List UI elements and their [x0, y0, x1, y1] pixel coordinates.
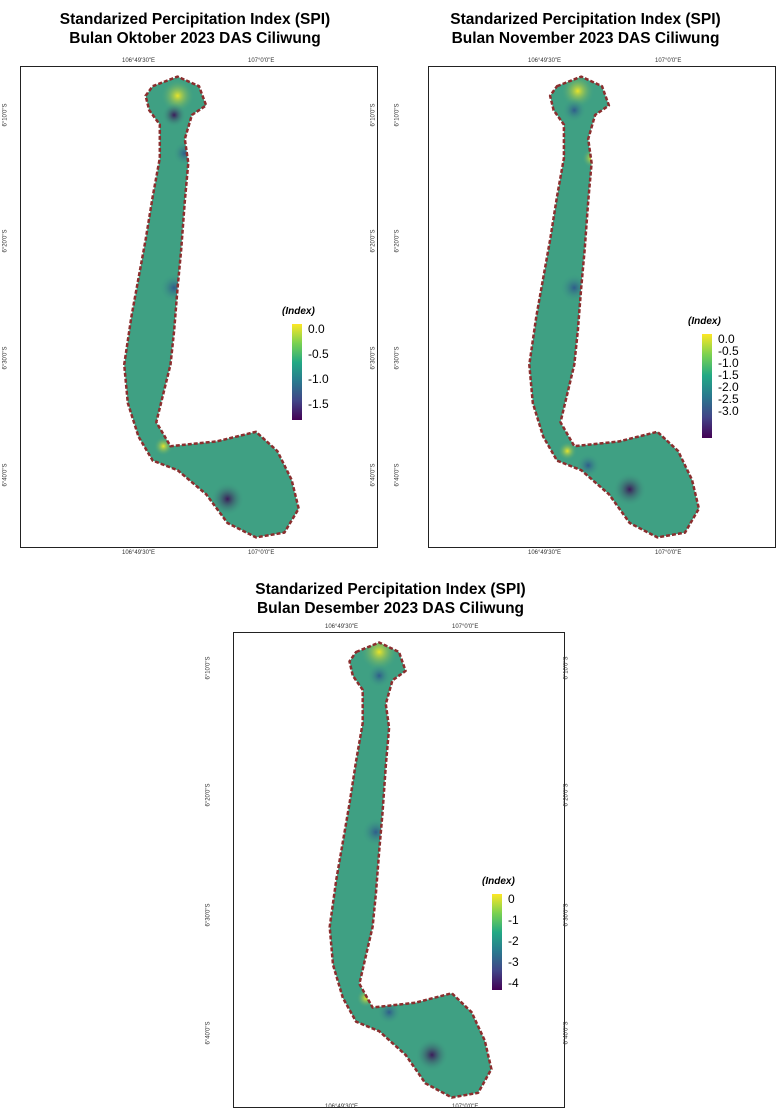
lat-tick-left: 6°10'0"S	[205, 656, 212, 680]
lat-tick-left: 6°20'0"S	[394, 229, 401, 253]
legend-label: 0.0	[718, 332, 735, 346]
lat-tick-left: 6°40'0"S	[2, 463, 9, 487]
map-title-line2: Bulan Oktober 2023 DAS Ciliwung	[69, 30, 321, 47]
lat-tick-left: 6°30'0"S	[205, 903, 212, 927]
spi-anomaly-spot	[360, 642, 399, 671]
lon-tick-bottom: 106°49'30"E	[528, 550, 562, 556]
lat-tick-left: 6°30'0"S	[2, 346, 9, 370]
legend-label: 0	[508, 892, 515, 906]
legend-label: -1.5	[718, 368, 739, 382]
map-title-line1: Standarized Percipitation Index (SPI)	[450, 11, 721, 28]
spi-anomaly-spot	[576, 453, 601, 478]
legend-label: -3.0	[718, 404, 739, 418]
legend-label: -1.0	[718, 356, 739, 370]
lon-tick-bottom: 106°49'30"E	[122, 550, 156, 556]
map-title-line1: Standarized Percipitation Index (SPI)	[255, 581, 526, 598]
legend-title: (Index)	[688, 316, 721, 327]
spi-anomaly-spot	[159, 273, 189, 303]
basin-boundary	[122, 75, 300, 539]
lat-tick-right: 6°30'0"S	[370, 346, 377, 370]
map-panel-oktober: Standarized Percipitation Index (SPI) Bu…	[0, 0, 390, 556]
legend-colorbar	[292, 324, 302, 420]
spi-anomaly-spot	[562, 98, 587, 123]
map-title-line2: Bulan Desember 2023 DAS Ciliwung	[256, 600, 525, 617]
basin-area	[124, 76, 299, 538]
lon-tick-bottom: 107°0'0"E	[655, 550, 682, 556]
lat-tick-left: 6°10'0"S	[2, 103, 9, 127]
lon-tick-top: 107°0'0"E	[452, 624, 479, 630]
map-title: Standarized Percipitation Index (SPI) Bu…	[195, 580, 586, 618]
spi-anomaly-spot	[361, 817, 391, 847]
basin-map	[528, 75, 701, 539]
lat-tick-right: 6°40'0"S	[563, 1021, 570, 1045]
map-panel-november: Standarized Percipitation Index (SPI) Bu…	[390, 0, 781, 556]
lat-tick-right: 6°40'0"S	[370, 463, 377, 487]
lon-tick-bottom: 107°0'0"E	[452, 1104, 479, 1110]
basin-map	[122, 75, 300, 539]
lon-tick-top: 107°0'0"E	[655, 58, 682, 64]
basin-boundary	[528, 75, 701, 539]
legend-label: -2.0	[718, 380, 739, 394]
legend-title: (Index)	[482, 876, 515, 887]
legend-label: -2	[508, 934, 519, 948]
lat-tick-left: 6°40'0"S	[205, 1021, 212, 1045]
legend-label: -1.5	[308, 397, 329, 411]
spi-anomaly-spot	[172, 141, 197, 166]
legend-label: -1	[508, 913, 519, 927]
color-legend: (Index) 0.0 -0.5 -1.0 -1.5 -2.0 -2.5 -3.…	[688, 316, 768, 446]
lat-tick-left: 6°30'0"S	[394, 346, 401, 370]
color-legend: (Index) 0.0 -0.5 -1.0 -1.5	[282, 306, 352, 426]
lon-tick-bottom: 106°49'30"E	[325, 1104, 359, 1110]
spi-anomaly-spot	[557, 441, 577, 461]
legend-label: -2.5	[718, 392, 739, 406]
basin-boundary	[328, 641, 493, 1099]
legend-label: 0.0	[308, 322, 325, 336]
lat-tick-right: 6°10'0"S	[370, 103, 377, 127]
legend-colorbar	[702, 334, 712, 438]
map-title: Standarized Percipitation Index (SPI) Bu…	[0, 10, 390, 48]
spi-anomaly-spot	[367, 663, 392, 688]
map-frame	[233, 632, 565, 1108]
lon-tick-bottom: 107°0'0"E	[248, 550, 275, 556]
lat-tick-right: 6°30'0"S	[563, 903, 570, 927]
basin-area	[329, 642, 492, 1098]
lon-tick-top: 107°0'0"E	[248, 58, 275, 64]
lat-tick-left: 6°20'0"S	[205, 783, 212, 807]
spi-anomaly-spot	[559, 273, 589, 303]
map-frame	[20, 66, 378, 548]
spi-anomaly-spot	[612, 472, 647, 507]
lat-tick-left: 6°20'0"S	[2, 229, 9, 253]
map-frame	[428, 66, 776, 548]
lon-tick-top: 106°49'30"E	[122, 58, 156, 64]
legend-label: -0.5	[718, 344, 739, 358]
legend-label: -1.0	[308, 372, 329, 386]
lon-tick-top: 106°49'30"E	[325, 624, 359, 630]
lat-tick-right: 6°20'0"S	[563, 783, 570, 807]
basin-area	[529, 76, 699, 538]
map-title-line1: Standarized Percipitation Index (SPI)	[59, 11, 331, 28]
lat-tick-left: 6°10'0"S	[394, 103, 401, 127]
lat-tick-right: 6°20'0"S	[370, 229, 377, 253]
color-legend: (Index) 0 -1 -2 -3 -4	[482, 876, 552, 996]
spi-anomaly-spot	[162, 103, 187, 127]
spi-anomaly-spot	[377, 1000, 401, 1025]
legend-title: (Index)	[282, 306, 315, 317]
basin-map	[328, 641, 493, 1099]
lat-tick-left: 6°40'0"S	[394, 463, 401, 487]
legend-label: -3	[508, 955, 519, 969]
map-title: Standarized Percipitation Index (SPI) Bu…	[390, 10, 781, 48]
map-title-line2: Bulan November 2023 DAS Ciliwung	[451, 30, 720, 47]
lon-tick-top: 106°49'30"E	[528, 58, 562, 64]
legend-label: -0.5	[308, 347, 329, 361]
lat-tick-right: 6°10'0"S	[563, 656, 570, 680]
map-panel-desember: Standarized Percipitation Index (SPI) Bu…	[195, 570, 586, 1112]
spi-anomaly-spot	[582, 148, 602, 168]
legend-label: -4	[508, 976, 519, 990]
spi-anomaly-spot	[210, 482, 245, 516]
legend-colorbar	[492, 894, 502, 990]
spi-anomaly-spot	[415, 1038, 449, 1072]
